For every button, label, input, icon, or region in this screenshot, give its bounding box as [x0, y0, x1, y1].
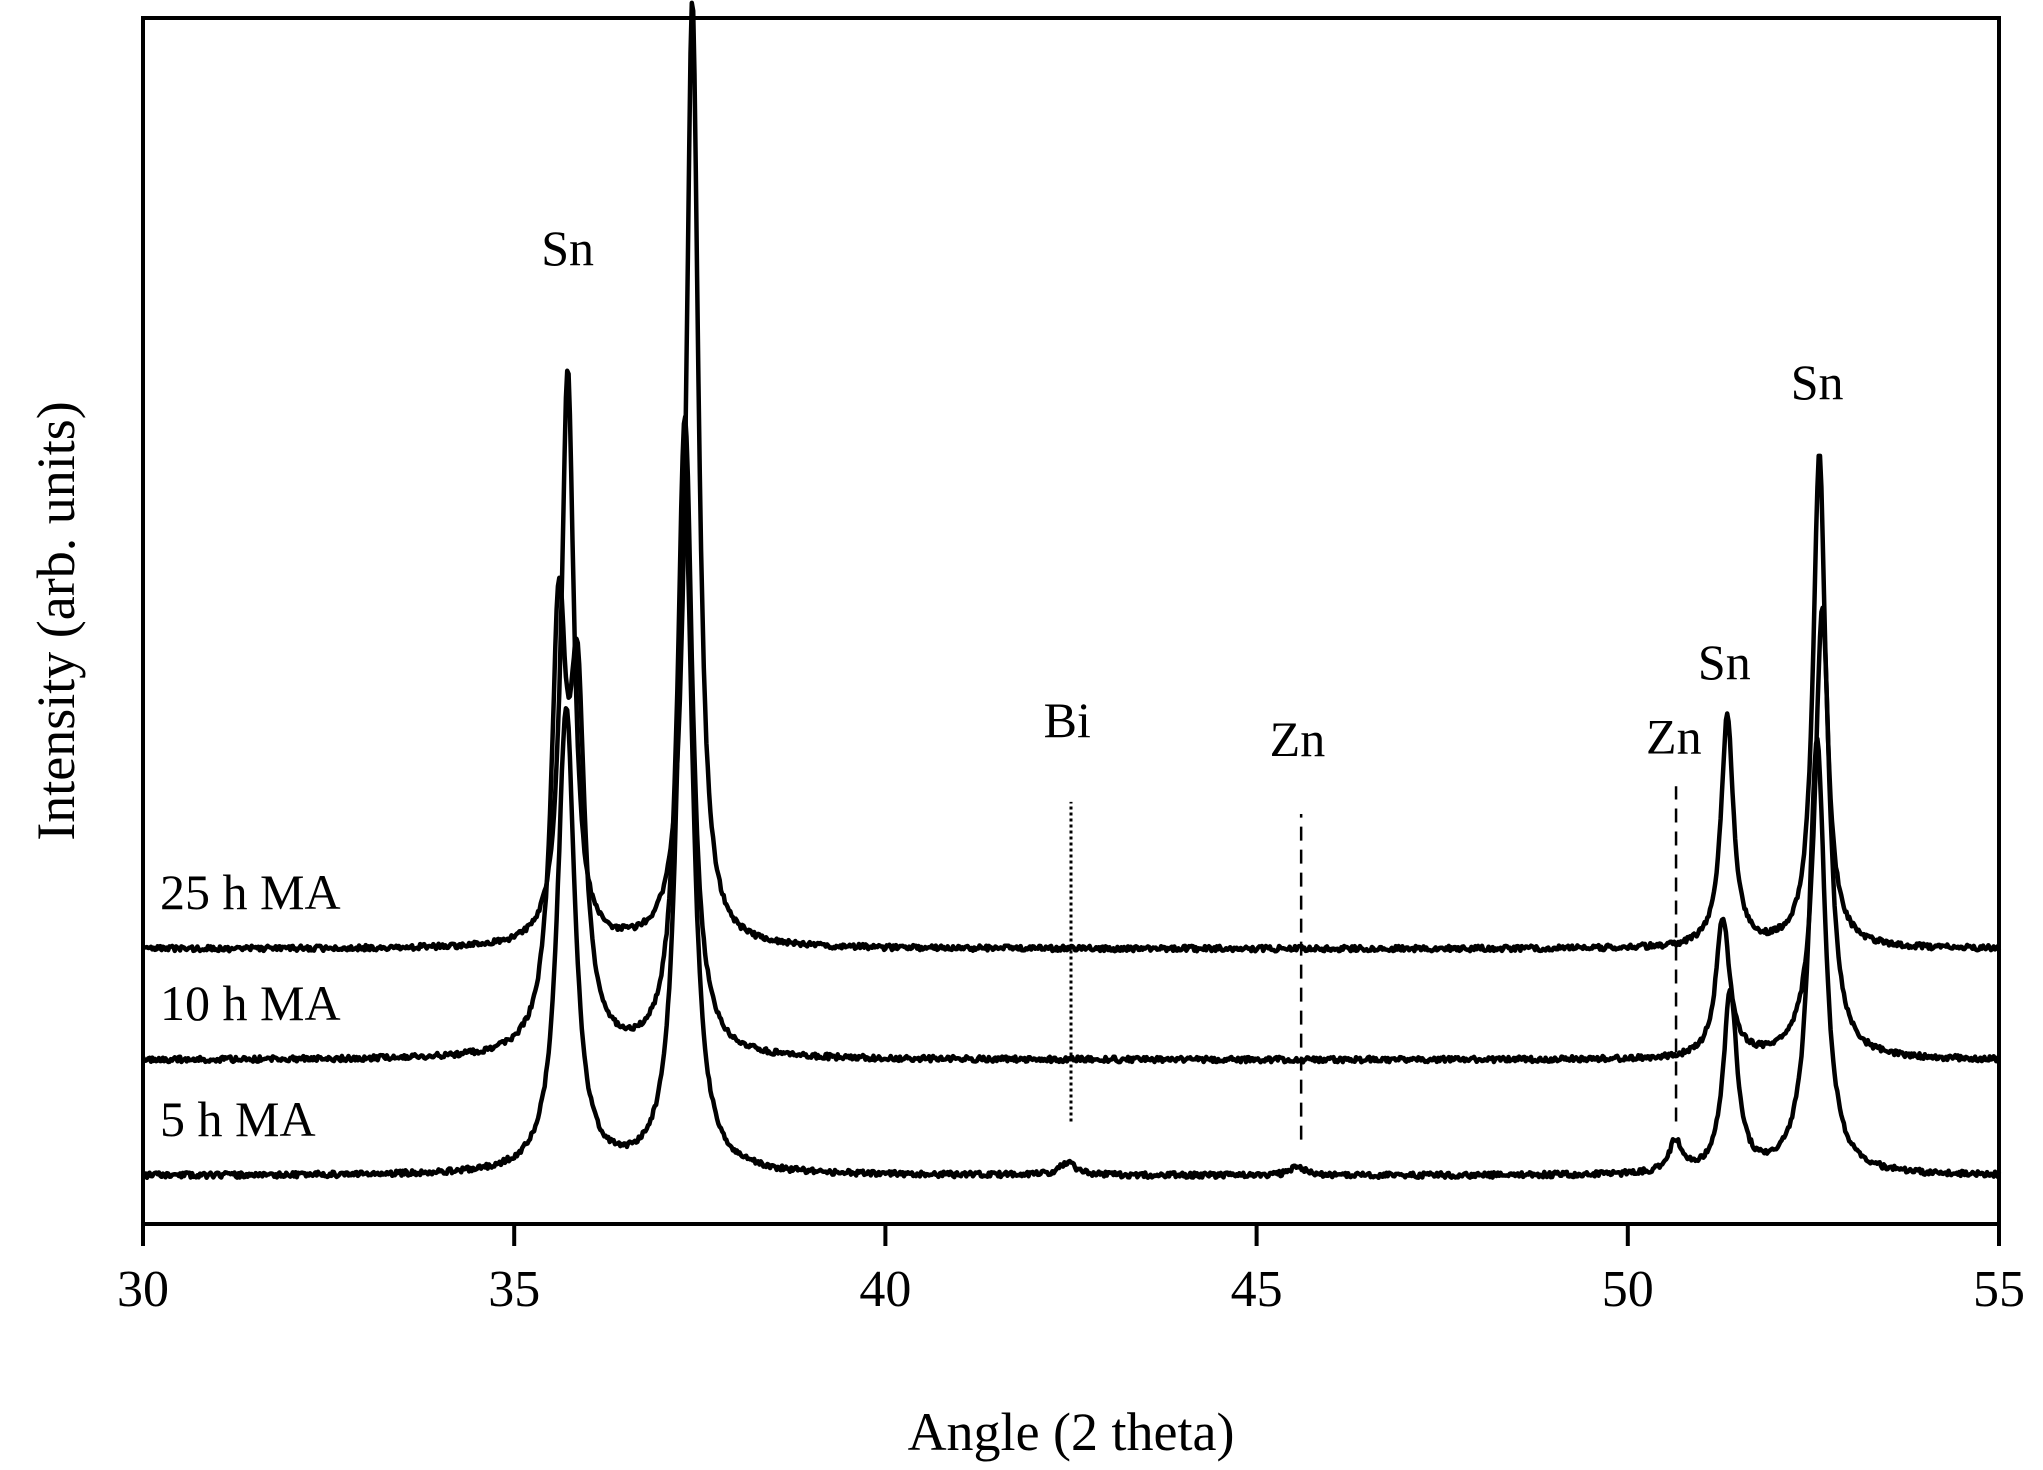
peak-label-bi: Bi: [1044, 692, 1091, 748]
x-tick-label: 35: [488, 1261, 540, 1318]
peak-label-sn: Sn: [541, 220, 594, 276]
x-tick-label: 30: [117, 1261, 169, 1318]
series-traces: [141, 0, 2002, 1181]
x-tick-label: 50: [1602, 1261, 1654, 1318]
peak-annotations: SnSnBiZnZnSnSn: [541, 220, 1844, 767]
series-line-5-h-ma: [142, 503, 2002, 1181]
series-label-5-h-ma: 5 h MA: [160, 1091, 316, 1147]
series-line-10-h-ma: [141, 414, 2002, 1065]
series-line-25-h-ma: [142, 0, 2002, 954]
x-tick-label: 45: [1231, 1261, 1283, 1318]
series-label-25-h-ma: 25 h MA: [160, 864, 341, 920]
x-axis-label: Angle (2 theta): [908, 1402, 1235, 1462]
peak-label-zn: Zn: [1270, 711, 1326, 767]
peak-label-sn: Sn: [1791, 354, 1844, 410]
series-labels: 25 h MA 10 h MA 5 h MA: [160, 864, 341, 1147]
plot-frame: [141, 16, 2001, 1226]
peak-label-zn: Zn: [1646, 709, 1702, 765]
series-label-10-h-ma: 10 h MA: [160, 975, 341, 1031]
x-tick-label: 55: [1973, 1261, 2025, 1318]
peak-label-sn: Sn: [1698, 634, 1751, 690]
y-axis-label: Intensity (arb. units): [26, 401, 86, 840]
reference-lines: [1069, 786, 1678, 1140]
x-axis: 30 35 40 45 50 55: [117, 1224, 2025, 1318]
x-tick-label: 40: [859, 1261, 911, 1318]
